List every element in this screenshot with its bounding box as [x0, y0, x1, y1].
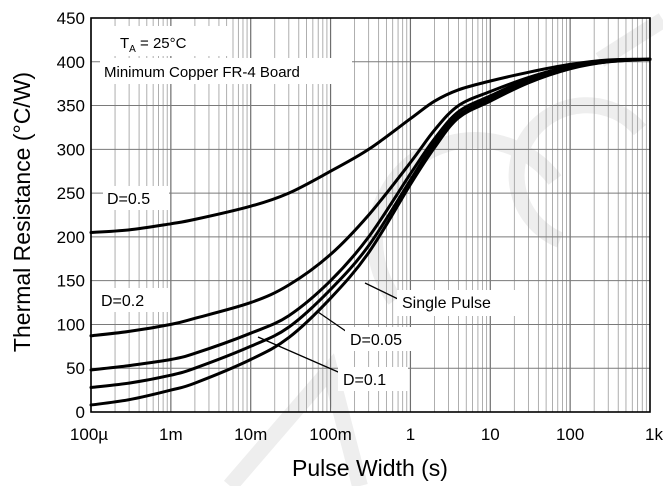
board-note-box [100, 58, 352, 84]
x-tick-label: 100m [309, 425, 352, 444]
ta-note-box [112, 26, 232, 56]
leader-d01 [257, 336, 346, 376]
ta-sub: A [129, 44, 136, 55]
x-tick-label: 10m [234, 425, 267, 444]
y-tick-label: 350 [57, 97, 85, 116]
y-tick-label: 150 [57, 272, 85, 291]
label-bg-d005 [345, 327, 425, 351]
label-bg-d01 [338, 367, 408, 391]
x-tick-label: 1 [406, 425, 415, 444]
label-d05: D=0.5 [107, 191, 150, 208]
series-line-d-0-5 [89, 57, 652, 234]
y-axis-title: Thermal Resistance (°C/W) [9, 72, 35, 352]
y-tick-label: 50 [66, 359, 85, 378]
y-tick-label: 200 [57, 228, 85, 247]
x-tick-label: 10 [481, 425, 500, 444]
x-tick-label: 100 [556, 425, 584, 444]
y-tick-labels: 0 50 100 150 200 250 300 350 400 450 [57, 9, 85, 422]
x-axis-title: Pulse Width (s) [292, 455, 448, 481]
board-note: Minimum Copper FR-4 Board [104, 64, 300, 81]
y-tick-label: 400 [57, 53, 85, 72]
label-bg-d02 [97, 288, 169, 312]
label-d005: D=0.05 [350, 332, 402, 349]
y-tick-label: 250 [57, 184, 85, 203]
y-tick-label: 100 [57, 315, 85, 334]
x-tick-label: 100µ [70, 425, 108, 444]
label-bg-single [397, 290, 527, 316]
plot-frame [90, 17, 651, 413]
label-d01: D=0.1 [343, 372, 386, 389]
leader-d005 [317, 311, 351, 335]
label-leaders [257, 282, 401, 376]
x-tick-labels: 100µ 1m 10m 100m 1 10 100 1k [70, 425, 663, 444]
x-tick-label: 1m [159, 425, 183, 444]
ta-main: T [120, 35, 129, 52]
y-tick-label: 300 [57, 140, 85, 159]
leader-single-pulse [364, 282, 401, 301]
y-tick-label: 0 [76, 403, 85, 422]
curves [89, 57, 652, 407]
watermark [223, 13, 663, 486]
label-single-pulse: Single Pulse [402, 295, 491, 312]
y-tick-label: 450 [57, 9, 85, 28]
ta-rest: = 25°C [136, 35, 187, 52]
ta-note: TA = 25°C [120, 35, 187, 55]
series-line-single-pulse [89, 57, 652, 407]
label-bg-d05 [103, 186, 169, 210]
x-tick-label: 1k [645, 425, 663, 444]
label-d02: D=0.2 [101, 293, 144, 310]
